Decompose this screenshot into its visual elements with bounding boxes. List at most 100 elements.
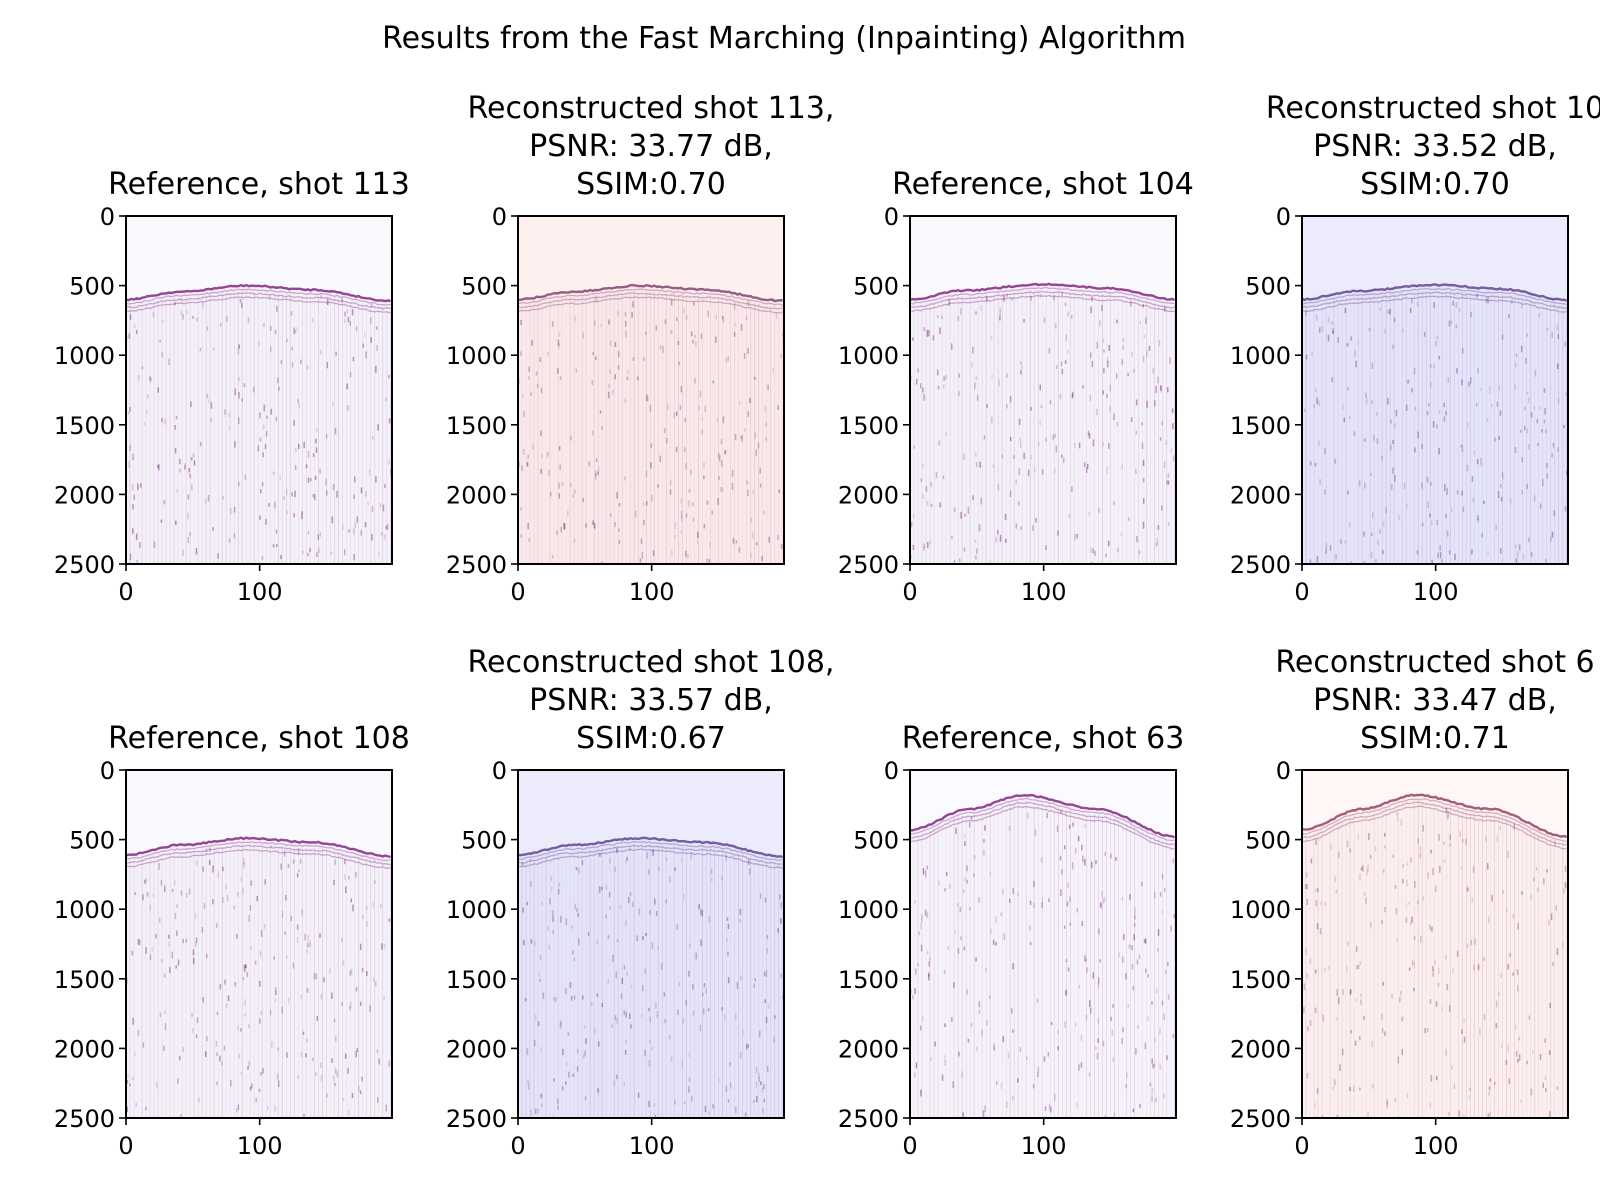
noise-speck (1360, 867, 1363, 871)
noise-speck (171, 951, 174, 959)
noise-speck (1509, 498, 1512, 505)
noise-speck (958, 373, 961, 378)
noise-speck (1347, 490, 1349, 495)
noise-speck (128, 461, 131, 468)
noise-speck (947, 946, 950, 950)
noise-speck (1550, 913, 1553, 921)
noise-speck (318, 547, 320, 554)
noise-speck (1515, 558, 1518, 564)
noise-speck (1506, 908, 1508, 913)
noise-speck (1019, 1046, 1022, 1053)
noise-speck (348, 529, 350, 533)
noise-speck (558, 332, 561, 337)
noise-speck (1096, 1052, 1099, 1060)
noise-speck (1526, 483, 1528, 490)
noise-speck (315, 438, 317, 444)
noise-speck (199, 441, 202, 447)
noise-speck (547, 351, 549, 357)
noise-speck (1105, 553, 1107, 557)
noise-speck (1343, 417, 1346, 423)
noise-speck (1368, 833, 1370, 840)
noise-speck (1437, 982, 1440, 987)
noise-speck (559, 915, 562, 923)
noise-speck (1495, 1023, 1498, 1029)
noise-speck (593, 319, 596, 326)
noise-speck (135, 329, 138, 335)
noise-speck (1463, 1114, 1465, 1118)
noise-speck (290, 311, 293, 316)
noise-speck (367, 501, 369, 506)
noise-speck (1477, 965, 1480, 971)
noise-speck (1350, 989, 1352, 995)
noise-speck (707, 310, 710, 317)
noise-speck (145, 947, 147, 954)
noise-speck (372, 435, 374, 440)
noise-speck (250, 1083, 253, 1089)
noise-speck (1391, 993, 1393, 999)
noise-speck (526, 462, 529, 467)
x-tick-label: 100 (1021, 1132, 1067, 1160)
noise-speck (1500, 1043, 1503, 1048)
noise-speck (726, 938, 728, 943)
noise-speck (753, 1099, 755, 1103)
noise-speck (1030, 406, 1032, 411)
noise-speck (944, 1023, 946, 1027)
noise-speck (707, 1007, 710, 1012)
image-background (518, 216, 784, 564)
noise-speck (168, 941, 171, 947)
noise-speck (738, 547, 741, 553)
noise-speck (941, 1074, 944, 1081)
noise-speck (1102, 390, 1104, 395)
noise-speck (1347, 941, 1349, 947)
noise-speck (208, 399, 210, 403)
noise-speck (953, 560, 956, 564)
noise-speck (356, 516, 359, 523)
noise-speck (1422, 896, 1425, 901)
noise-speck (1394, 1098, 1397, 1103)
noise-speck (378, 1058, 381, 1065)
noise-speck (244, 474, 247, 480)
noise-speck (141, 366, 144, 370)
noise-speck (974, 539, 977, 544)
noise-speck (744, 1112, 747, 1117)
noise-speck (259, 950, 262, 957)
noise-speck (307, 552, 309, 556)
noise-speck (528, 376, 530, 380)
noise-speck (1413, 368, 1416, 375)
noise-speck (1167, 522, 1170, 526)
noise-speck (963, 453, 965, 460)
noise-speck (1384, 1031, 1386, 1036)
x-tick-label: 0 (510, 1132, 525, 1160)
noise-speck (1470, 311, 1472, 318)
noise-speck (1525, 357, 1527, 364)
noise-speck (550, 876, 553, 882)
noise-speck (561, 1086, 564, 1091)
noise-speck (690, 331, 693, 337)
noise-speck (216, 1081, 218, 1086)
y-tick-label: 1500 (54, 966, 115, 994)
noise-speck (780, 543, 783, 549)
noise-speck (1344, 307, 1347, 314)
noise-speck (618, 503, 621, 507)
noise-speck (958, 391, 960, 397)
noise-speck (1359, 873, 1361, 881)
noise-speck (129, 1083, 131, 1087)
noise-speck (319, 532, 322, 537)
y-tick-label: 1500 (838, 966, 899, 994)
noise-speck (376, 326, 378, 330)
noise-speck (546, 452, 549, 458)
noise-speck (657, 946, 659, 951)
noise-speck (244, 1013, 246, 1017)
noise-speck (1439, 544, 1441, 551)
noise-speck (236, 891, 239, 897)
noise-speck (305, 464, 308, 469)
noise-speck (1411, 298, 1413, 304)
noise-speck (163, 973, 166, 978)
noise-speck (688, 500, 690, 507)
noise-speck (938, 440, 941, 446)
noise-speck (1318, 400, 1320, 407)
noise-speck (126, 1079, 129, 1084)
noise-speck (624, 311, 627, 317)
noise-speck (1460, 865, 1463, 871)
noise-speck (293, 419, 295, 427)
